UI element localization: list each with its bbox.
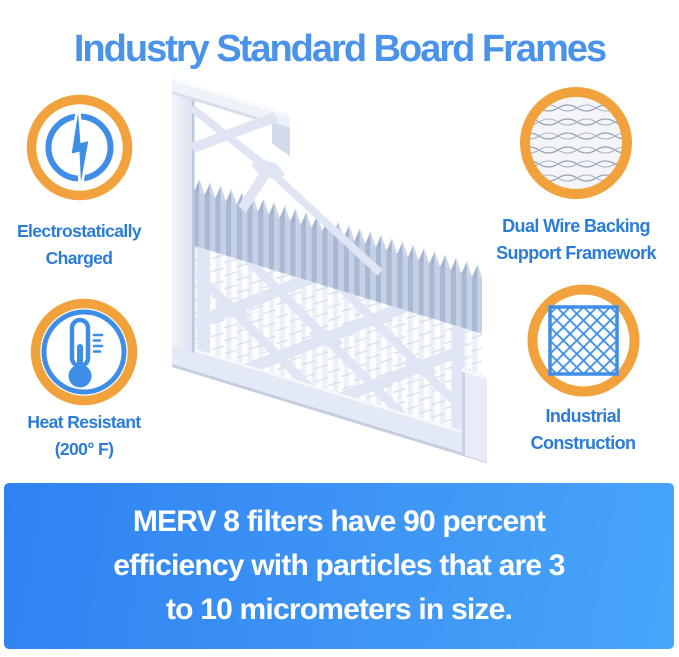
- diamond-lattice-icon-svg: [527, 284, 639, 397]
- banner-line: MERV 8 filters have 90 percent: [132, 505, 546, 538]
- lightning-icon-svg: [26, 94, 132, 201]
- feature-label-line: (200° F): [54, 438, 114, 459]
- feature-dual-wire-backing: Dual Wire Backing Support Framework: [486, 87, 666, 266]
- feature-label: Electrostatically Charged: [0, 218, 169, 271]
- page-title: Industry Standard Board Frames: [73, 28, 607, 71]
- feature-electrostatically-charged: Electrostatically Charged: [0, 94, 169, 271]
- merv-info-banner: MERV 8 filters have 90 percent efficienc…: [4, 483, 674, 649]
- feature-label-line: Electrostatically: [16, 221, 142, 241]
- feature-label-line: Dual Wire Backing: [502, 216, 650, 236]
- banner-line: efficiency with particles that are 3: [113, 549, 565, 582]
- wire-mesh-icon-svg: [520, 87, 632, 199]
- diamond-lattice-icon: [527, 284, 640, 397]
- feature-label-line: Construction: [530, 432, 636, 453]
- thermometer-icon: [30, 298, 138, 406]
- feature-industrial-construction: Industrial Construction: [493, 284, 673, 456]
- feature-label-line: Industrial: [545, 406, 621, 426]
- wire-mesh-icon: [520, 87, 632, 199]
- air-filter-illustration: [150, 60, 505, 480]
- feature-label: Industrial Construction: [493, 403, 673, 456]
- lightning-icon: [26, 94, 133, 201]
- thermometer-icon-svg: [30, 298, 138, 406]
- feature-label-line: Charged: [45, 247, 113, 268]
- feature-label: Dual Wire Backing Support Framework: [486, 213, 666, 266]
- feature-heat-resistant: Heat Resistant (200° F): [0, 298, 174, 462]
- banner-text: MERV 8 filters have 90 percent efficienc…: [4, 483, 674, 632]
- feature-label: Heat Resistant (200° F): [0, 409, 174, 462]
- banner-line: to 10 micrometers in size.: [165, 593, 513, 626]
- feature-label-line: Heat Resistant: [27, 412, 141, 432]
- feature-label-line: Support Framework: [496, 242, 656, 263]
- air-filter-render-svg: [172, 78, 487, 464]
